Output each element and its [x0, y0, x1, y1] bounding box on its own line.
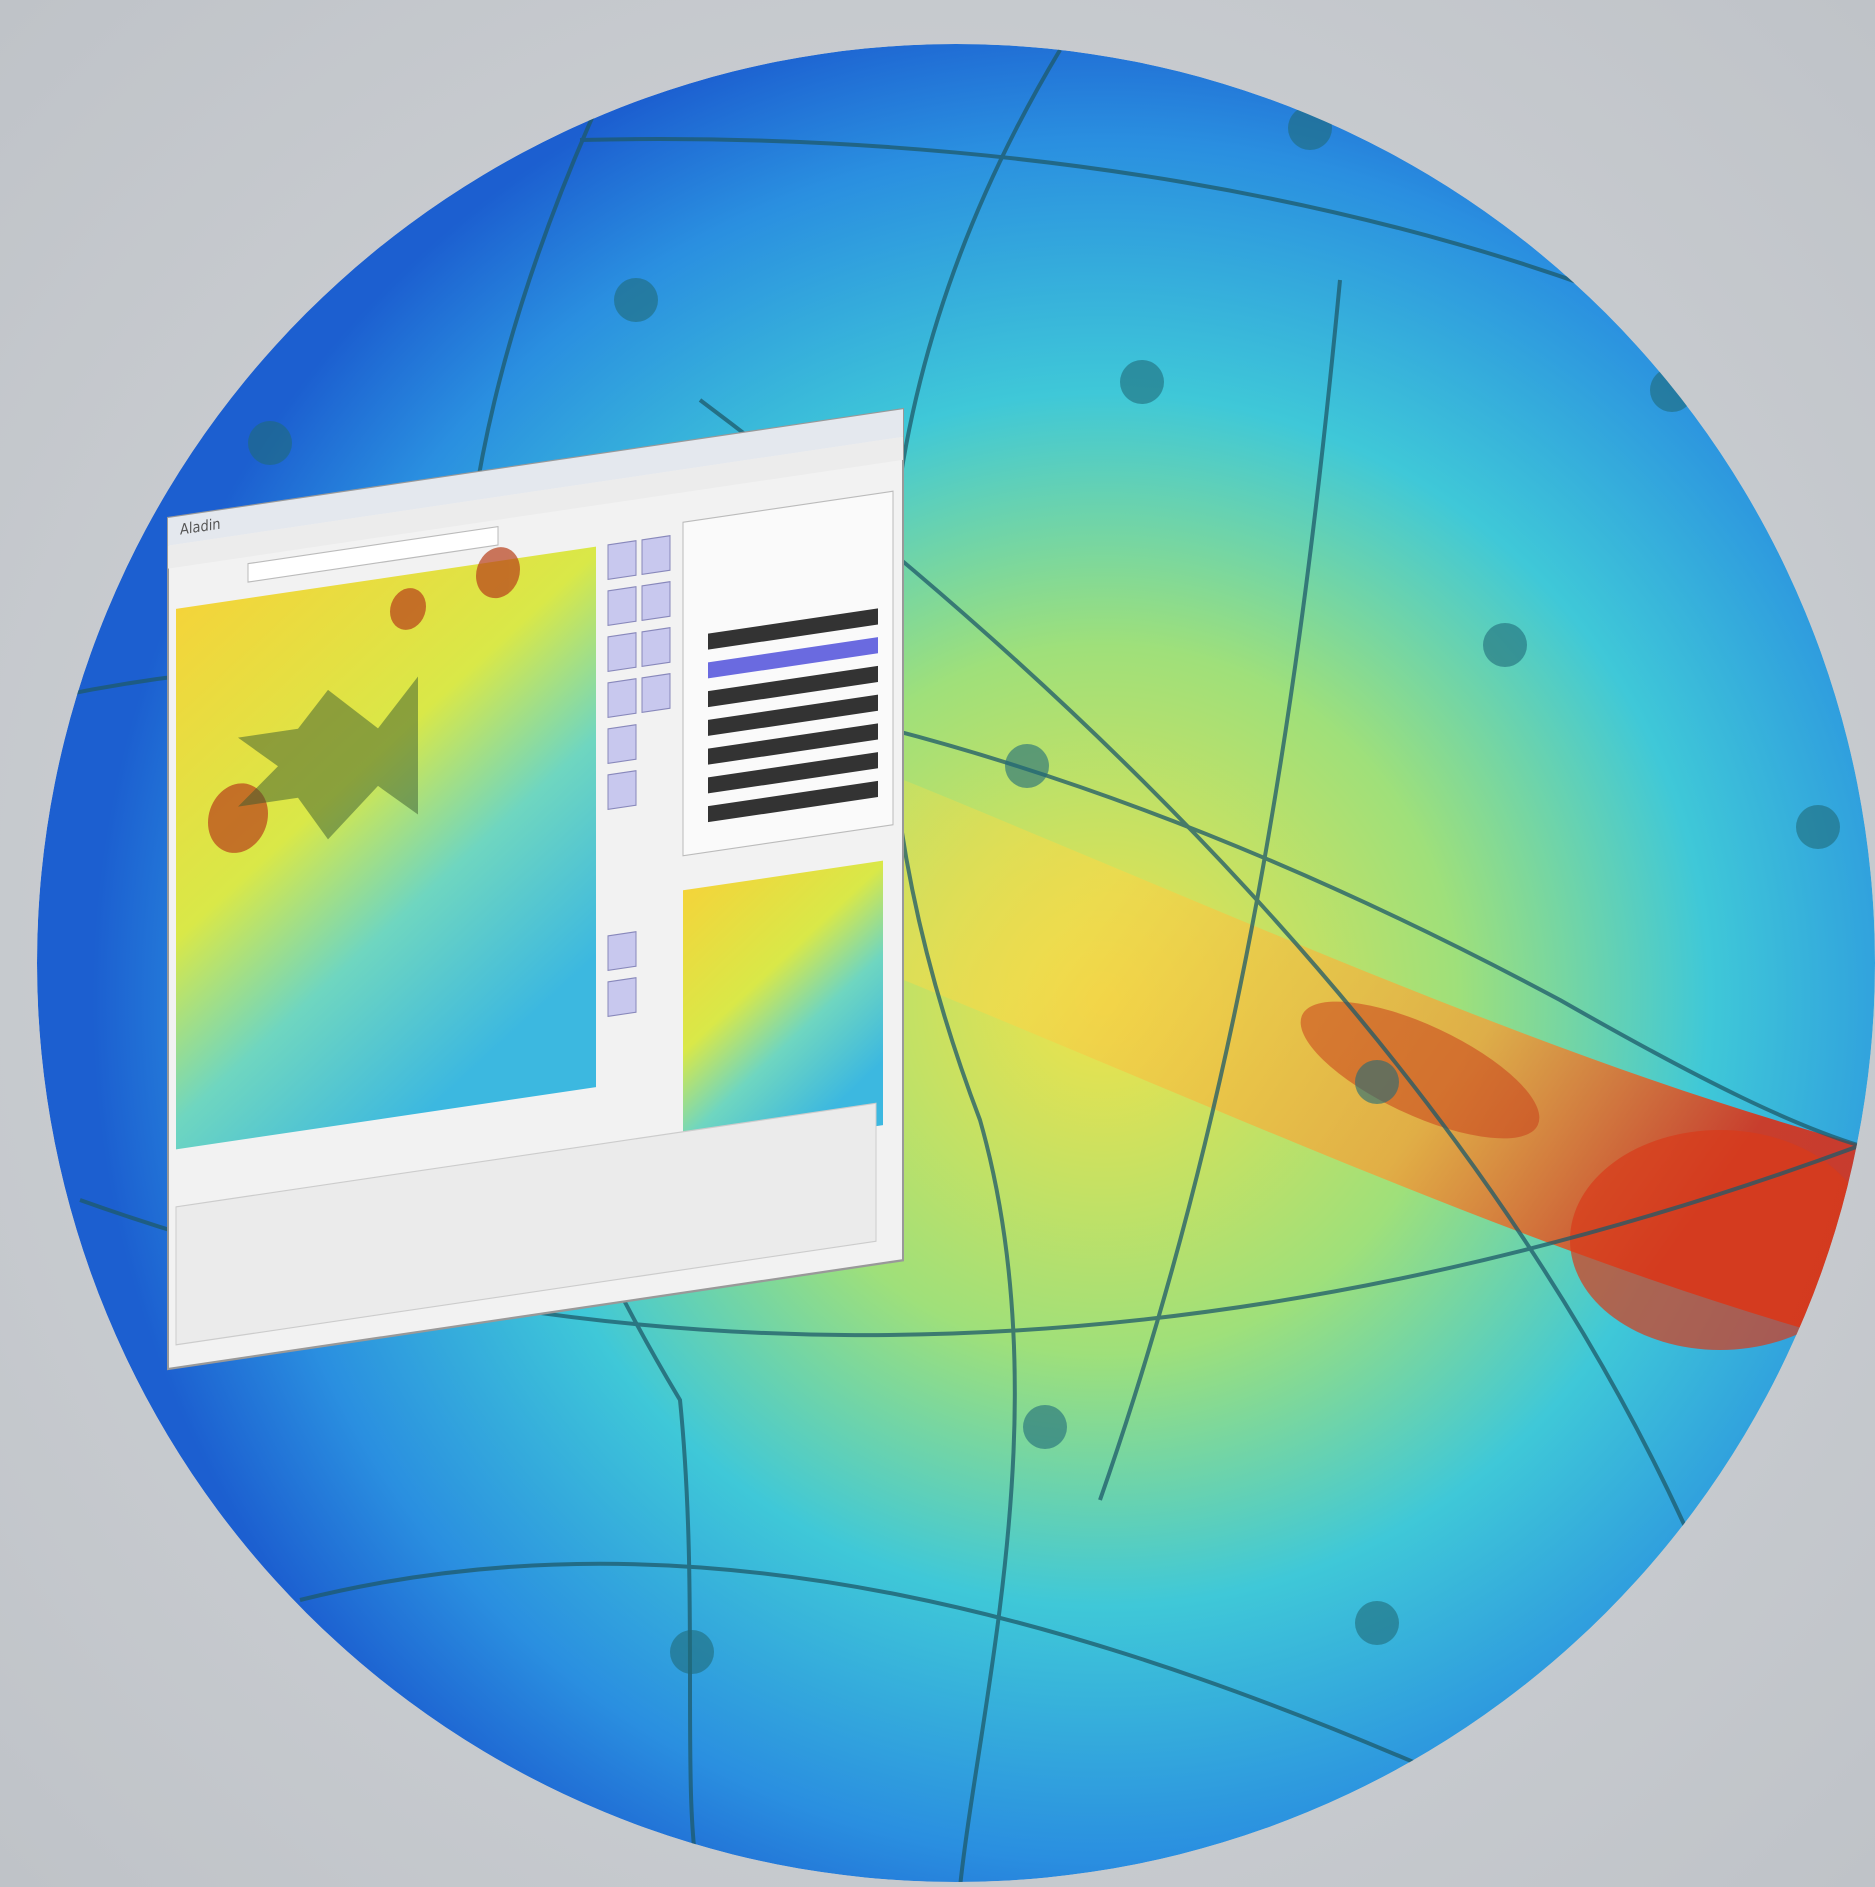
zoom-view [683, 860, 883, 1155]
menu-bar [168, 436, 903, 569]
image-view [176, 546, 596, 1150]
window-title: Aladin [180, 516, 221, 539]
console [175, 1102, 877, 1346]
move-cursor [238, 676, 418, 840]
location-field[interactable] [247, 526, 499, 583]
app-window: Aladin [167, 407, 904, 1371]
